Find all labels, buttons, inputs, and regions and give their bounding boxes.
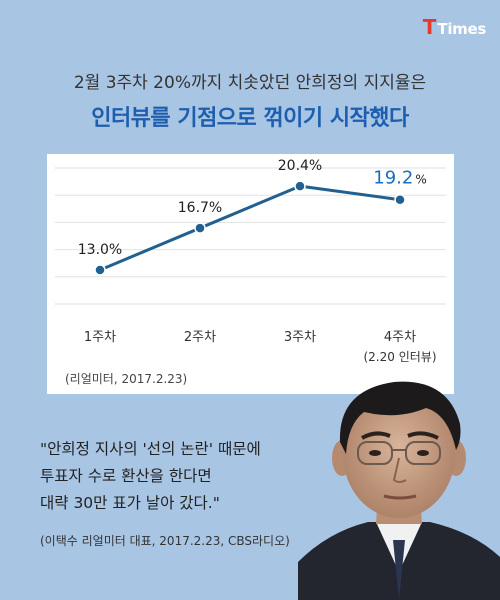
headline-subtitle: 2월 3주차 20%까지 치솟았던 안희정의 지지율은 <box>73 73 427 93</box>
value-label: 19.2% <box>373 168 426 189</box>
data-point <box>194 222 206 234</box>
quote-attribution: (이택수 리얼미터 대표, 2017.2.23, CBS라디오) <box>40 534 290 548</box>
x-tick-label: 3주차 <box>284 330 316 345</box>
logo-t: T <box>422 15 437 39</box>
logo-times: Times <box>437 20 486 38</box>
chart-card: 13.0% 16.7% 20.4% 19.2% 1주차 2주차 3주차 4주차 (2.20 인터… <box>47 154 454 394</box>
headline-title: 인터뷰를 기점으로 꺾이기 시작했다 <box>91 106 409 131</box>
x-tick-label: 2주차 <box>184 330 216 345</box>
data-point <box>294 180 306 192</box>
value-label: 16.7% <box>178 200 222 216</box>
value-label: 20.4% <box>278 158 322 174</box>
ttimes-logo: T Times <box>422 15 487 39</box>
portrait-photo-icon <box>298 381 500 600</box>
series-line <box>99 184 401 272</box>
x-tick-sublabel: (2.20 인터뷰) <box>363 350 436 364</box>
data-point <box>394 193 406 206</box>
x-tick-label: 1주차 <box>84 330 116 345</box>
data-point <box>94 264 106 276</box>
quote-text: "안희정 지사의 '선의 논란' 때문에 투표자 수로 환산을 한다면 대략 3… <box>40 440 261 512</box>
line-chart: 13.0% 16.7% 20.4% 19.2 % 1주차 2주차 3주차 4주차 (2.20 인터… <box>55 158 446 364</box>
x-tick-label: 4주차 <box>384 330 416 345</box>
chart-source: (리얼미터, 2017.2.23) <box>65 372 188 386</box>
value-label: 13.0% <box>78 242 122 258</box>
